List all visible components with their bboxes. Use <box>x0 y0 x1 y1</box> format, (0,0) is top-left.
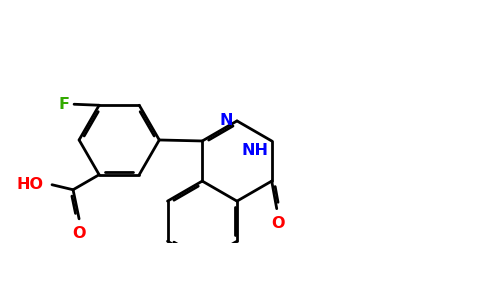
Text: HO: HO <box>17 177 44 192</box>
Text: NH: NH <box>242 143 269 158</box>
Text: O: O <box>72 226 86 241</box>
Text: O: O <box>271 216 285 231</box>
Text: N: N <box>219 113 233 128</box>
Text: F: F <box>58 97 69 112</box>
